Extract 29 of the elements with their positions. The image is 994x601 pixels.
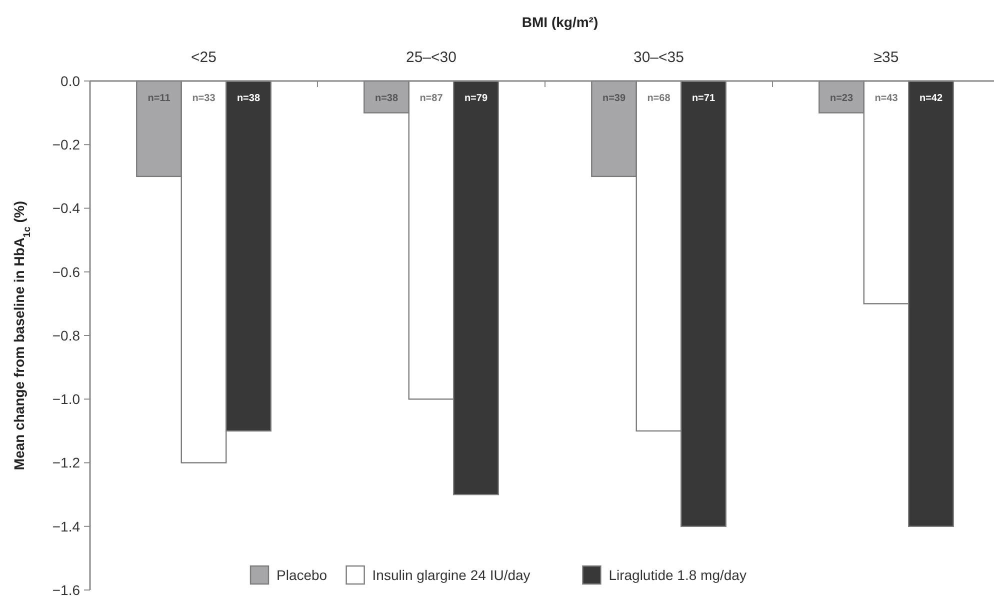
annotation: n=68	[647, 93, 671, 104]
y-tick-label: 0.0	[60, 72, 80, 89]
annotation: n=43	[874, 93, 898, 104]
annotation: n=38	[236, 93, 260, 104]
y-tick-label: −1.6	[52, 582, 80, 598]
y-tick-label: −1.0	[52, 391, 80, 408]
y-tick-label: −0.2	[52, 136, 80, 153]
y-tick-label: −0.4	[52, 200, 80, 216]
annotation: n=39	[602, 93, 626, 104]
y-tick-label: −1.2	[52, 454, 80, 471]
y-tick-label: −0.8	[52, 327, 80, 344]
annotation: n=11	[148, 93, 171, 104]
annotation: n=87	[420, 93, 444, 104]
annotation: n=23	[830, 93, 854, 104]
y-tick-label: −1.4	[52, 518, 80, 534]
legend-label: Liraglutide 1.8 mg/day	[608, 566, 746, 583]
annotation: n=42	[919, 93, 943, 104]
x-tick-label: 25–<30	[406, 49, 456, 66]
y-tick-label: −0.6	[52, 264, 80, 280]
x-tick-label: 30–<35	[634, 49, 684, 66]
annotation: n=79	[464, 93, 488, 104]
x-tick-label: <25	[191, 49, 216, 66]
legend-label: Placebo	[276, 566, 328, 583]
legend-label: Insulin glargine 24 IU/day	[372, 566, 530, 583]
x-tick-label: ≥35	[874, 49, 899, 66]
annotation: n=38	[374, 93, 398, 104]
x-axis-title: BMI (kg/m²)	[522, 14, 598, 30]
annotation: n=33	[192, 93, 216, 104]
annotation: n=71	[692, 93, 716, 104]
